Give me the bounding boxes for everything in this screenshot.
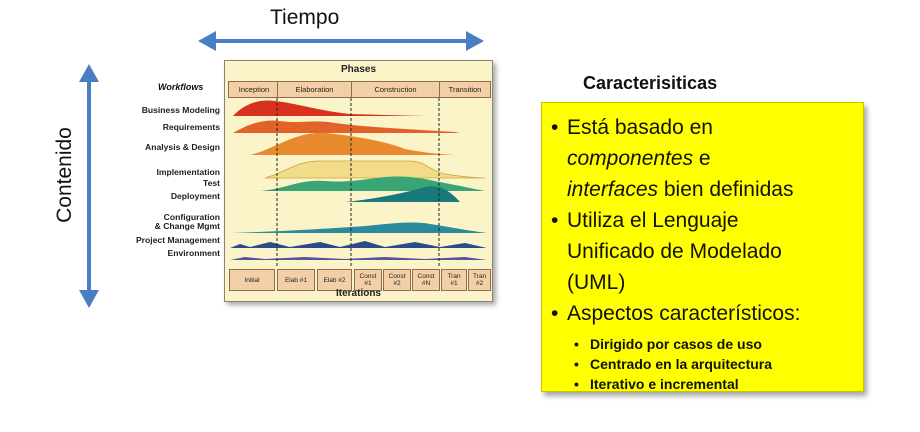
workflow-label-4: Implementation [156,167,220,177]
workflow-label-5: Test [202,178,220,188]
phase-transition: Transition [439,81,491,98]
workflow-label-6: Deployment [170,191,220,201]
workflow-hump-3 [250,132,455,155]
workflow-hump-7 [230,222,487,233]
workflow-label-7: Configuration & Change Mgmt [154,212,220,231]
workflow-hump-6 [345,186,460,202]
iteration-6: Const #N [412,269,440,291]
iterations-title: Iterations [335,288,381,299]
iteration-7: Tran #1 [441,269,467,291]
workflow-hump-9 [230,257,487,260]
sub-bullet-1: • Dirigido por casos de uso [574,336,762,352]
iteration-8: Tran #2 [468,269,491,291]
content-axis-label: Contenido [53,127,76,223]
workflow-label-8: Project Management [135,235,220,245]
iteration-4: Const #1 [354,269,382,291]
bullet-1-line-3: interfaces bien definidas [567,178,794,201]
iteration-2: Elab #1 [277,269,315,291]
bullet-2-line-1: • Utiliza el Lenguaje [551,206,739,236]
characteristics-title: Caracterisiticas [583,73,718,93]
rup-phases-diagram: Phases Inception Elaboration Construction T… [224,60,493,302]
sub-bullet-2: • Centrado en la arquitectura [574,356,773,372]
sub-bullet-dot: • [574,356,579,372]
sub-bullet-3: • Iterativo e incremental [574,376,739,392]
iteration-1: Initial [229,269,275,291]
workflows-title: Workflows [158,82,204,92]
time-axis-label: Tiempo [270,6,340,29]
phase-elaboration: Elaboration [277,81,352,98]
bullet-2-line-3: (UML) [567,271,626,294]
workflow-label-2: Requirements [162,122,220,132]
characteristics-box: • Está basado en componentes e interfaces b… [541,102,864,392]
bullet-dot: • [551,209,559,232]
sub-bullet-dot: • [574,376,579,392]
iteration-5: Const #2 [383,269,411,291]
workflow-label-3: Analysis & Design [145,142,220,152]
workflow-hump-2 [233,120,460,133]
sub-bullet-dot: • [574,336,579,352]
bullet-dot: • [551,116,559,139]
bullet-1-line-1: • Está basado en [551,113,713,143]
workflow-hump-8 [230,241,487,248]
workflow-label-1: Business Modeling [141,105,220,115]
time-arrow [198,31,484,51]
phases-title: Phases [340,64,377,75]
bullet-3-line-1: • Aspectos característicos: [551,299,800,329]
workflow-hump-1 [233,100,425,116]
workflow-humps [230,98,487,267]
iteration-3: Elab #2 [317,269,352,291]
bullet-dot: • [551,302,559,325]
content-arrow [79,64,99,308]
bullet-1-line-2: componentes e [567,147,711,170]
workflow-hump-4 [264,160,486,179]
workflow-hump-5 [260,176,485,191]
workflow-label-9: Environment [167,248,220,258]
bullet-2-line-2: Unificado de Modelado [567,240,782,263]
